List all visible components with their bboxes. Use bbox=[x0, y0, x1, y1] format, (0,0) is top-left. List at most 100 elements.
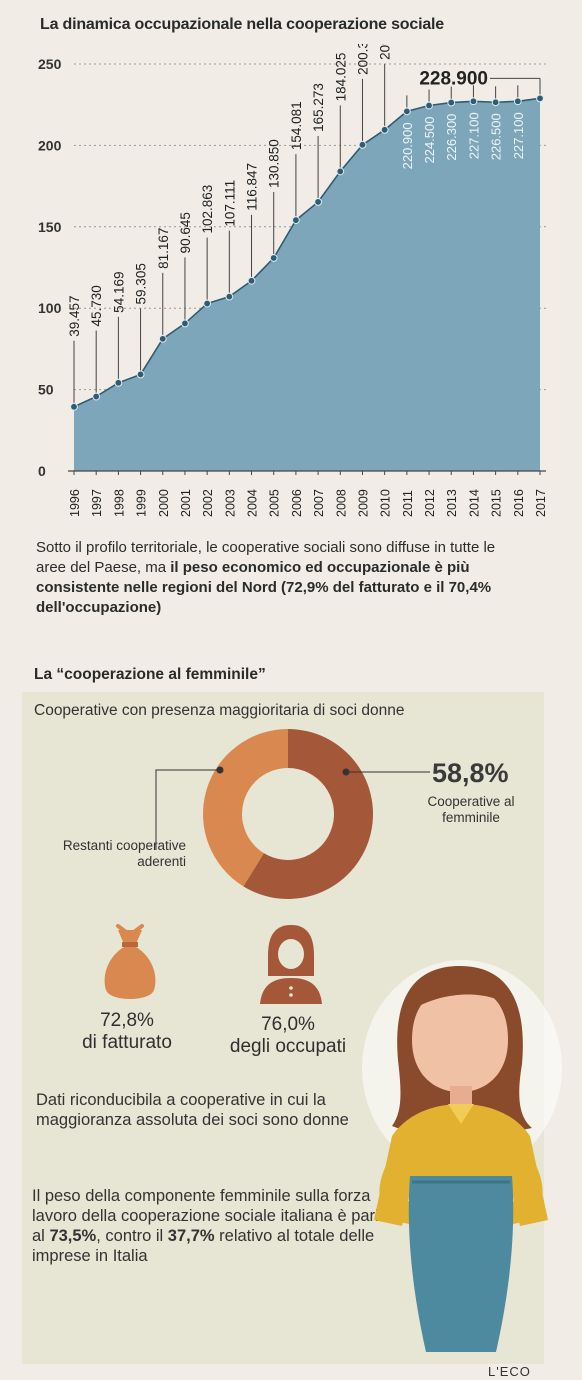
woman-icon bbox=[260, 925, 322, 1004]
x-tick-label: 2017 bbox=[534, 489, 548, 517]
value-label: 200.350 bbox=[355, 44, 370, 75]
money-bag-icon bbox=[104, 924, 156, 999]
x-tick-label: 2016 bbox=[512, 489, 526, 517]
x-tick-label: 1998 bbox=[112, 489, 126, 517]
employment-area-chart: 0 50 100 150 200 250 39.457 1996 45.730 1997 54.16… bbox=[38, 44, 548, 517]
workforce-text-3: relativo al totale delle imprese in Ital… bbox=[32, 1227, 375, 1265]
value-label: 227.100 bbox=[466, 112, 481, 159]
value-label: 107.111 bbox=[222, 180, 237, 227]
data-point bbox=[181, 319, 189, 328]
value-label: 227.100 bbox=[511, 112, 526, 159]
data-point bbox=[491, 98, 500, 107]
footer-credit: L'ECO bbox=[488, 1364, 531, 1379]
x-tick-label: 2014 bbox=[467, 489, 481, 517]
y-tick-label: 150 bbox=[38, 219, 62, 235]
value-label: 209.566 bbox=[378, 44, 393, 60]
data-point bbox=[425, 101, 433, 110]
value-label: 59.305 bbox=[134, 263, 149, 304]
x-tick-label: 1999 bbox=[135, 489, 149, 517]
x-tick-label: 2007 bbox=[312, 489, 326, 517]
data-point bbox=[247, 276, 256, 285]
x-tick-label: 2008 bbox=[334, 489, 348, 517]
x-tick-label: 2004 bbox=[246, 489, 260, 517]
x-tick-label: 1996 bbox=[68, 489, 82, 517]
y-tick-label: 0 bbox=[38, 463, 46, 479]
data-point bbox=[358, 140, 367, 149]
workforce-value-coop: 73,5% bbox=[49, 1227, 97, 1245]
highlight-value-label: 228.900 bbox=[419, 68, 488, 89]
y-tick-label: 250 bbox=[38, 56, 62, 72]
value-label: 184.025 bbox=[333, 53, 348, 102]
female-share-value: 58,8% bbox=[432, 758, 509, 788]
data-point bbox=[402, 107, 411, 116]
intro-text: Sotto il profilo territoriale, le cooper… bbox=[36, 539, 496, 576]
intro-highlight: il peso economico ed occupazionale è più… bbox=[36, 559, 492, 616]
data-point bbox=[314, 198, 322, 206]
revenue-stat: 72,8% di fatturato bbox=[62, 1010, 192, 1054]
x-tick-label: 2013 bbox=[445, 489, 459, 517]
rest-share-label: Restanti cooperative aderenti bbox=[62, 838, 186, 869]
data-point bbox=[536, 94, 544, 103]
area-line bbox=[73, 97, 541, 408]
data-point bbox=[380, 125, 389, 134]
data-point bbox=[158, 334, 167, 343]
x-tick-label: 2011 bbox=[401, 490, 415, 517]
x-tick-label: 2009 bbox=[356, 489, 370, 517]
value-label: 90.645 bbox=[178, 212, 193, 253]
value-label: 224.500 bbox=[422, 117, 437, 164]
value-label: 102.863 bbox=[200, 185, 215, 234]
x-tick-label: 2003 bbox=[223, 489, 237, 517]
employed-label: degli occupati bbox=[229, 1036, 347, 1057]
female-workforce-note: Il peso della componente femminile sulla… bbox=[32, 1186, 382, 1266]
data-point bbox=[136, 370, 145, 379]
y-tick-label: 200 bbox=[38, 137, 62, 153]
revenue-label: di fatturato bbox=[82, 1032, 172, 1053]
data-point bbox=[292, 216, 300, 225]
revenue-value: 72,8% bbox=[100, 1010, 154, 1031]
data-point bbox=[114, 378, 123, 387]
data-point bbox=[513, 97, 522, 106]
x-tick-label: 2015 bbox=[490, 489, 504, 517]
x-tick-label: 1997 bbox=[90, 489, 104, 517]
value-label: 220.900 bbox=[400, 122, 415, 169]
workforce-value-italy: 37,7% bbox=[167, 1227, 215, 1245]
data-point bbox=[203, 299, 212, 308]
value-label: 116.847 bbox=[245, 163, 260, 211]
female-share-label: Cooperative al femminile bbox=[427, 794, 515, 825]
data-point bbox=[469, 97, 478, 106]
x-tick-label: 2002 bbox=[201, 489, 215, 517]
donut-subtitle: Cooperative con presenza maggioritaria d… bbox=[34, 702, 405, 719]
data-note: Dati riconducibila a cooperative in cui … bbox=[36, 1091, 349, 1129]
territorial-intro: Sotto il profilo territoriale, le cooper… bbox=[36, 538, 506, 618]
value-label: 154.081 bbox=[289, 101, 304, 150]
y-tick-label: 50 bbox=[38, 382, 54, 398]
employed-value: 76,0% bbox=[261, 1014, 315, 1035]
workforce-text-1: Il peso della componente femminile sulla… bbox=[32, 1187, 379, 1245]
x-tick-label: 2001 bbox=[179, 489, 193, 517]
x-tick-label: 2010 bbox=[379, 489, 393, 517]
value-label: 39.457 bbox=[67, 295, 82, 336]
value-label: 45.730 bbox=[89, 285, 104, 326]
value-label: 165.273 bbox=[311, 83, 326, 132]
data-point bbox=[225, 292, 234, 301]
data-point bbox=[336, 167, 345, 176]
data-point bbox=[70, 402, 78, 411]
data-point bbox=[447, 98, 456, 107]
x-tick-label: 2006 bbox=[290, 489, 304, 517]
value-label: 226.300 bbox=[444, 114, 459, 161]
data-point bbox=[269, 254, 278, 262]
chart-title: La dinamica occupazionale nella cooperaz… bbox=[40, 16, 444, 33]
y-tick-label: 100 bbox=[38, 300, 62, 316]
value-label: 54.169 bbox=[111, 272, 126, 313]
value-label: 81.167 bbox=[156, 228, 171, 269]
workforce-text-2: , contro il bbox=[96, 1227, 168, 1245]
data-point bbox=[92, 392, 101, 401]
value-label: 130.850 bbox=[267, 139, 282, 188]
value-label: 226.500 bbox=[489, 113, 504, 160]
area-fill bbox=[74, 98, 540, 471]
employed-stat: 76,0% degli occupati bbox=[208, 1014, 368, 1058]
section-title: La “cooperazione al femminile” bbox=[34, 666, 266, 683]
x-tick-label: 2000 bbox=[157, 489, 171, 517]
x-tick-label: 2005 bbox=[268, 489, 282, 517]
